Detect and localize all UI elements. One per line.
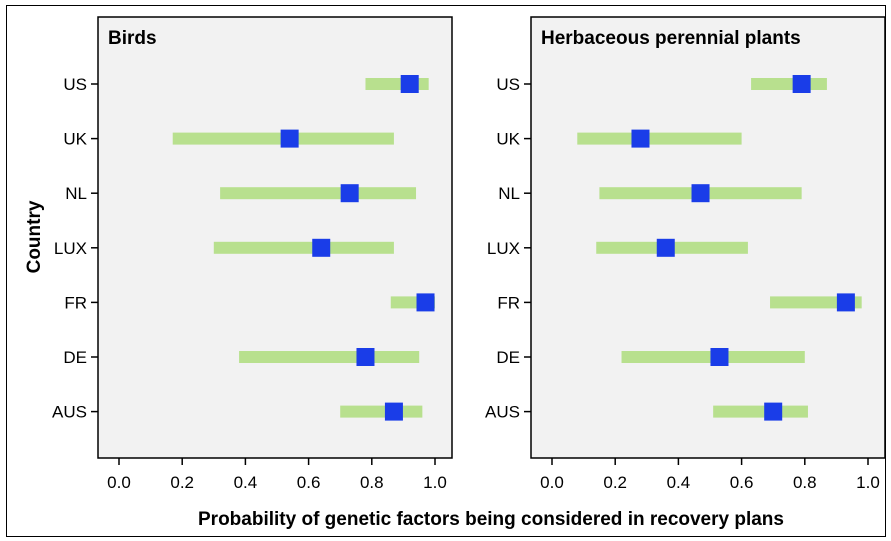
interval-bar-lux (213, 241, 394, 254)
estimate-point-nl (340, 184, 359, 203)
y-tick-label-de: DE (496, 348, 520, 367)
estimate-point-uk (280, 129, 299, 148)
x-tick-label: 0.2 (603, 473, 627, 492)
estimate-point-nl (691, 184, 710, 203)
estimate-point-de (710, 348, 729, 366)
x-tick-label: 0.8 (793, 473, 817, 492)
y-axis-title: Country (24, 200, 45, 273)
interval-bar-uk (577, 132, 742, 145)
interval-bar-aus (713, 405, 808, 418)
estimate-point-aus (384, 402, 403, 421)
y-tick-label-fr: FR (497, 293, 520, 312)
x-tick-label: 0.8 (360, 473, 384, 492)
x-tick-label: 0.6 (297, 473, 321, 492)
x-tick-label: 0.0 (540, 473, 564, 492)
y-tick-label-uk: UK (63, 130, 87, 149)
y-tick-label-uk: UK (496, 130, 520, 149)
x-tick-label: 0.4 (234, 473, 258, 492)
estimate-point-us (792, 75, 811, 93)
interval-bar-us (751, 78, 827, 90)
estimate-point-uk (631, 129, 650, 148)
estimate-point-lux (312, 238, 331, 257)
x-tick-label: 0.0 (107, 473, 131, 492)
estimate-point-lux (656, 238, 675, 257)
estimate-point-fr (416, 293, 435, 312)
estimate-point-de (356, 348, 375, 366)
panel-0-title: Birds (108, 28, 157, 49)
y-tick-label-us: US (63, 75, 87, 94)
y-tick-label-lux: LUX (487, 239, 520, 258)
y-tick-label-aus: AUS (52, 403, 87, 422)
y-tick-label-de: DE (63, 348, 87, 367)
x-tick-label: 0.2 (170, 473, 194, 492)
x-tick-label: 0.6 (730, 473, 754, 492)
estimate-point-us (400, 75, 419, 93)
x-axis-title: Probability of genetic factors being con… (198, 509, 784, 530)
y-tick-label-fr: FR (64, 293, 87, 312)
panel-0-background (97, 16, 453, 459)
x-tick-label: 0.4 (667, 473, 691, 492)
interval-bar-nl (220, 187, 417, 200)
panel-1-background (530, 16, 886, 459)
interval-bar-aus (340, 405, 423, 418)
y-tick-label-us: US (496, 75, 520, 94)
interval-bar-us (365, 78, 429, 90)
interval-bar-de (239, 351, 420, 363)
x-tick-label: 1.0 (423, 473, 447, 492)
estimate-point-fr (836, 293, 855, 312)
y-tick-label-nl: NL (65, 184, 87, 203)
x-tick-label: 1.0 (856, 473, 880, 492)
estimate-point-aus (764, 402, 783, 421)
panel-1-title: Herbaceous perennial plants (541, 28, 801, 49)
y-tick-label-lux: LUX (54, 239, 87, 258)
y-tick-label-aus: AUS (485, 403, 520, 422)
y-tick-label-nl: NL (498, 184, 520, 203)
